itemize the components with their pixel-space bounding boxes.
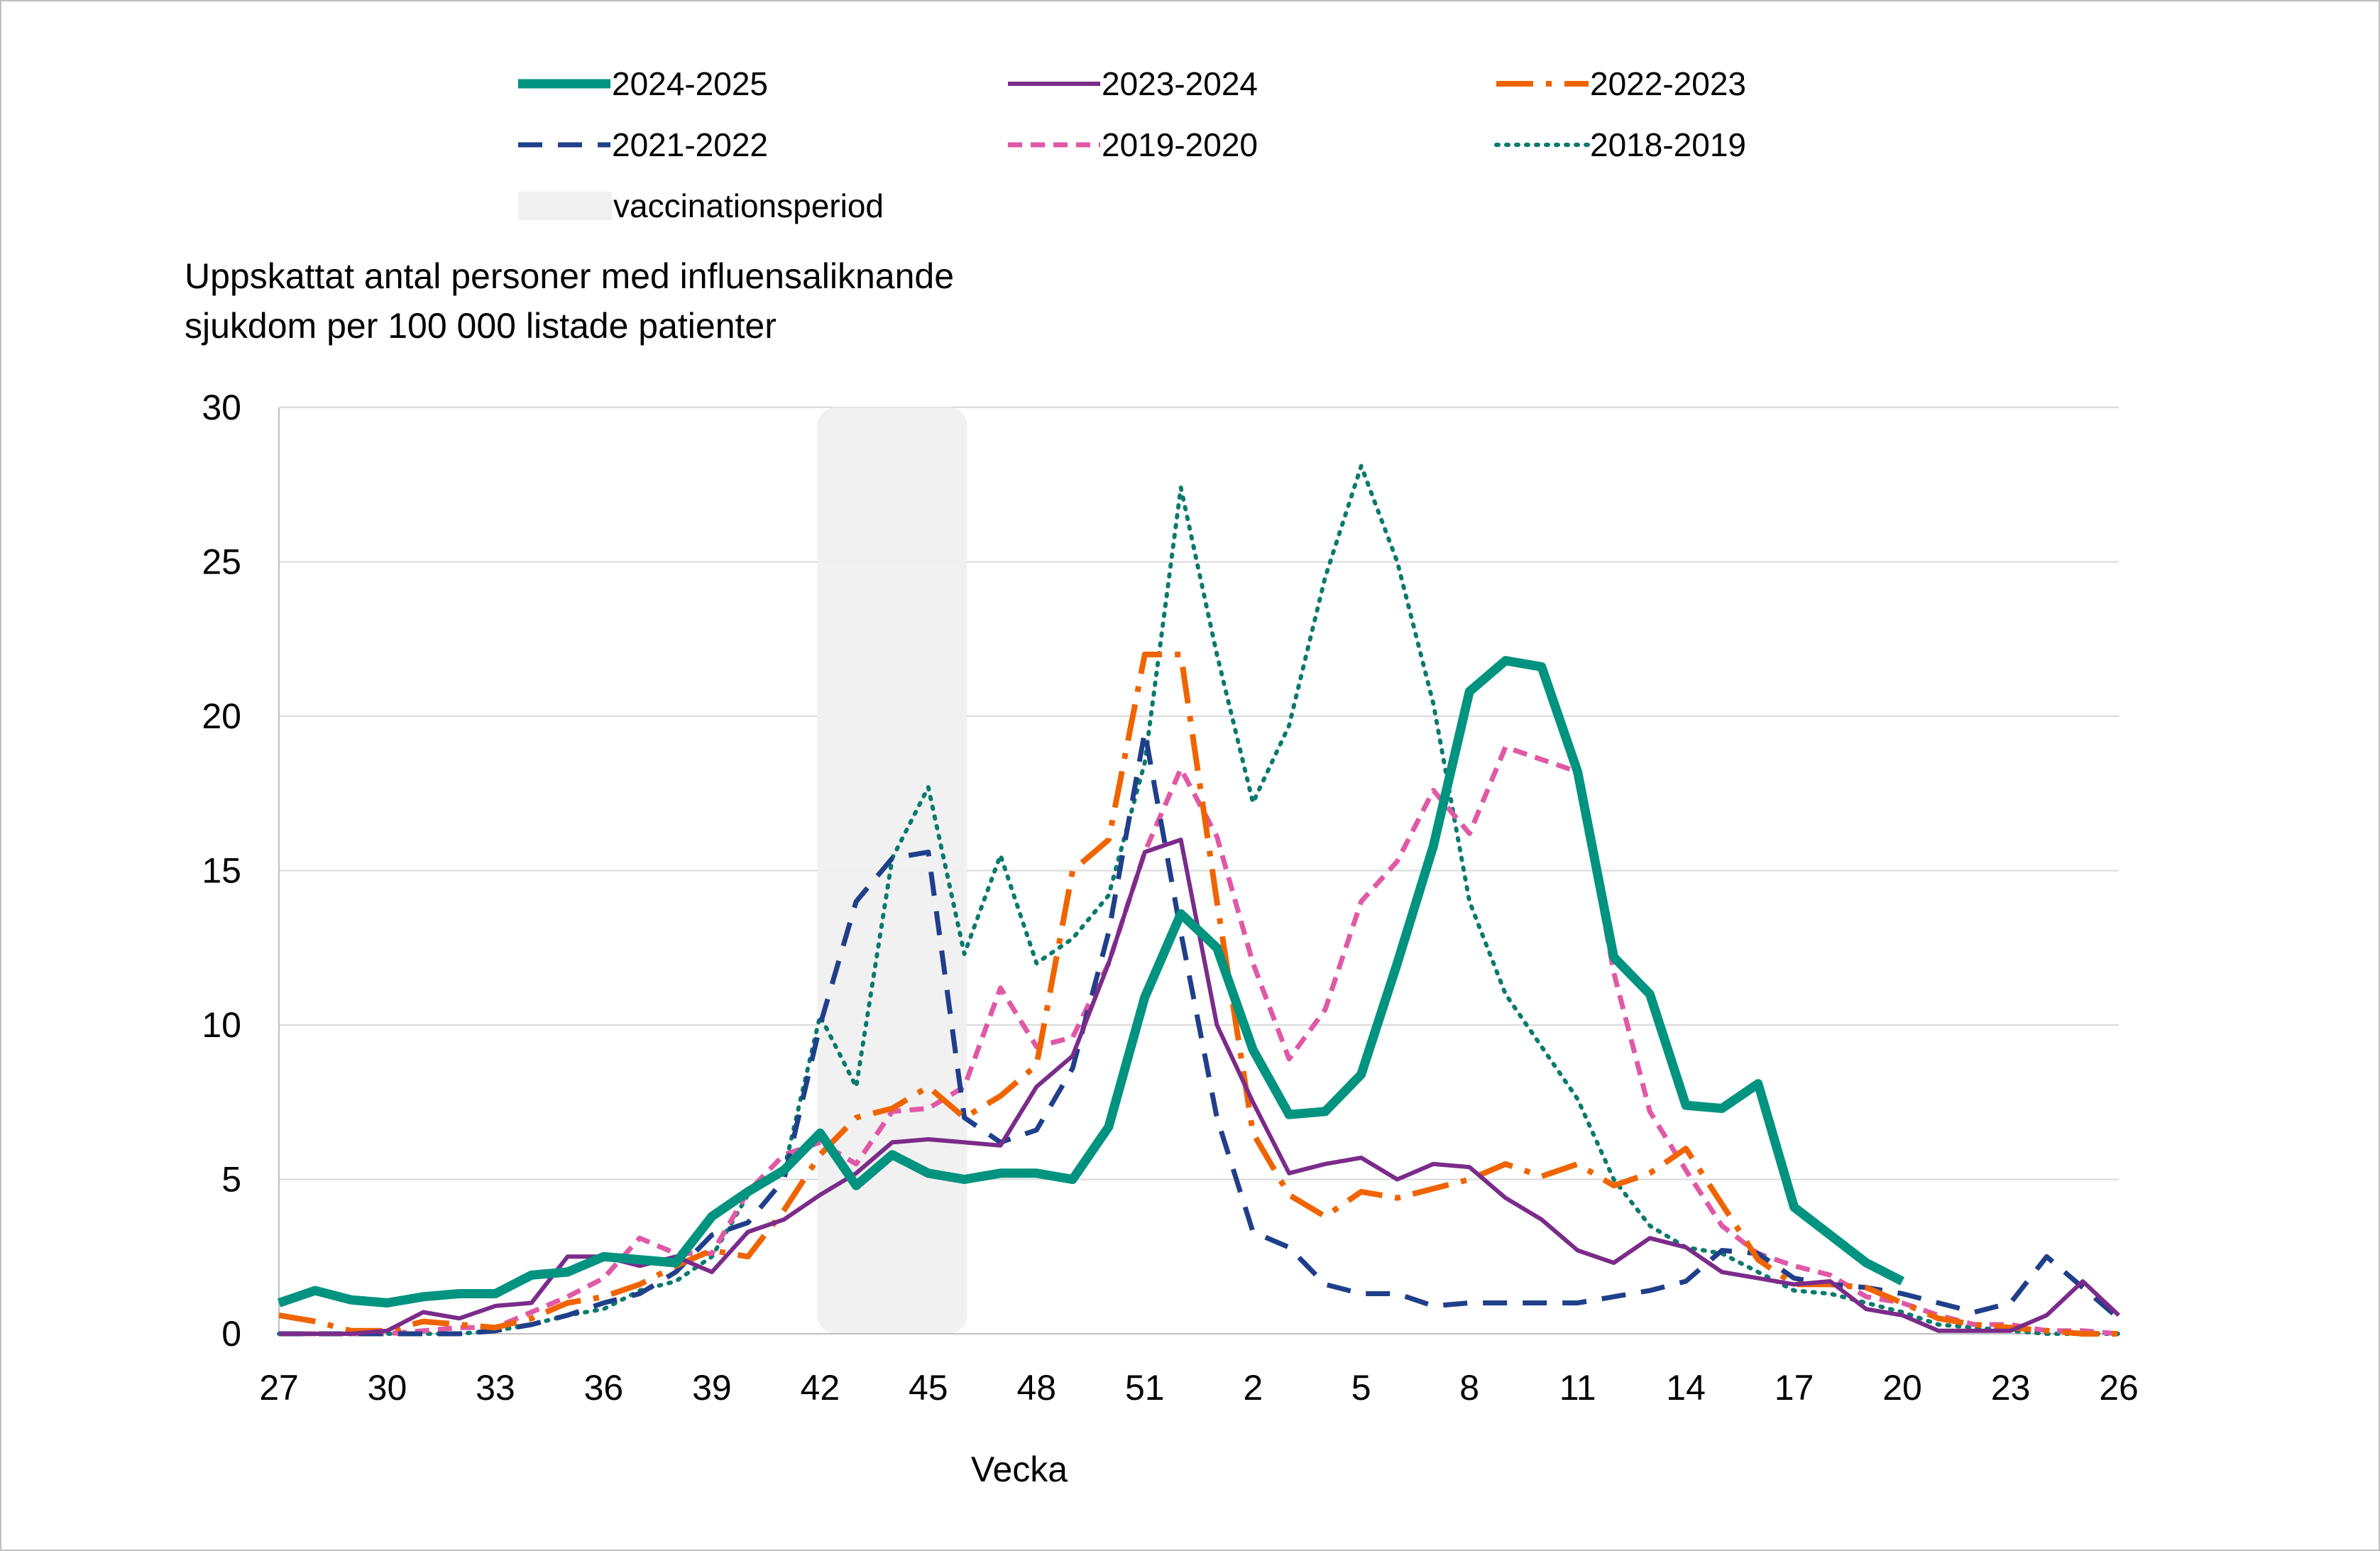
legend-label-2021-2022: 2021-2022 [612,126,768,163]
legend-label-2019-2020: 2019-2020 [1102,126,1258,163]
x-tick-label: 14 [1666,1368,1706,1408]
x-axis-title: Vecka [971,1449,1068,1489]
series-line-2023-2024 [279,838,2121,1336]
x-tick-label: 48 [1016,1368,1056,1408]
x-tick-label: 11 [1559,1368,1596,1408]
x-tick-label: 42 [801,1368,840,1408]
y-axis-title-line-2: sjukdom per 100 000 listade patienter [185,306,777,346]
y-tick-labels: 0 5 10 15 20 25 30 [202,388,241,1354]
x-tick-label: 51 [1125,1368,1165,1408]
series-line-2018-2019 [277,464,2121,1336]
legend-label-2022-2023: 2022-2023 [1590,65,1746,102]
vaccination-period-rect [817,407,967,1334]
x-tick-label: 26 [2099,1368,2139,1408]
x-tick-label: 23 [1991,1368,2031,1408]
x-tick-labels: 27 30 33 36 39 42 45 48 51 2 5 8 11 14 17 20 23 26 [259,1368,2139,1408]
x-tick-label: 27 [259,1368,299,1408]
x-tick-label: 8 [1459,1368,1479,1408]
legend: 2024-2025 2023-2024 2022-2023 2021-2022 2019… [518,65,1746,224]
y-axis-title-line-1: Uppskattat antal personer med influensal… [185,256,954,296]
y-tick-label: 25 [202,542,241,582]
x-tick-label: 36 [584,1368,624,1408]
series-line-2021-2022 [279,729,2121,1337]
y-tick-label: 15 [202,851,241,891]
legend-label-2023-2024: 2023-2024 [1102,65,1258,102]
y-tick-label: 0 [221,1314,241,1354]
axes [278,407,2119,1334]
series-line-2024-2025 [277,656,1905,1308]
x-tick-label: 17 [1775,1368,1814,1408]
series-lines [277,464,2121,1337]
x-tick-label: 39 [692,1368,732,1408]
x-tick-label: 33 [476,1368,515,1408]
x-tick-label: 5 [1351,1368,1371,1408]
legend-label-2018-2019: 2018-2019 [1590,126,1746,163]
y-tick-label: 20 [202,696,241,736]
x-tick-label: 20 [1882,1368,1922,1408]
x-tick-label: 30 [368,1368,407,1408]
y-tick-label: 5 [221,1160,241,1200]
vaccination-period-band [817,407,967,1334]
x-tick-label: 2 [1243,1368,1263,1408]
legend-swatch-vaccinationsperiod [518,192,612,220]
y-tick-label: 30 [202,388,241,427]
series-line-2022-2023 [278,652,2119,1337]
series-line-2019-2020 [279,745,2119,1337]
y-tick-label: 10 [202,1005,241,1045]
gridlines [279,407,2119,1180]
legend-label-2024-2025: 2024-2025 [612,65,768,102]
legend-label-vaccinationsperiod: vaccinationsperiod [613,187,884,224]
x-tick-label: 45 [909,1368,948,1408]
